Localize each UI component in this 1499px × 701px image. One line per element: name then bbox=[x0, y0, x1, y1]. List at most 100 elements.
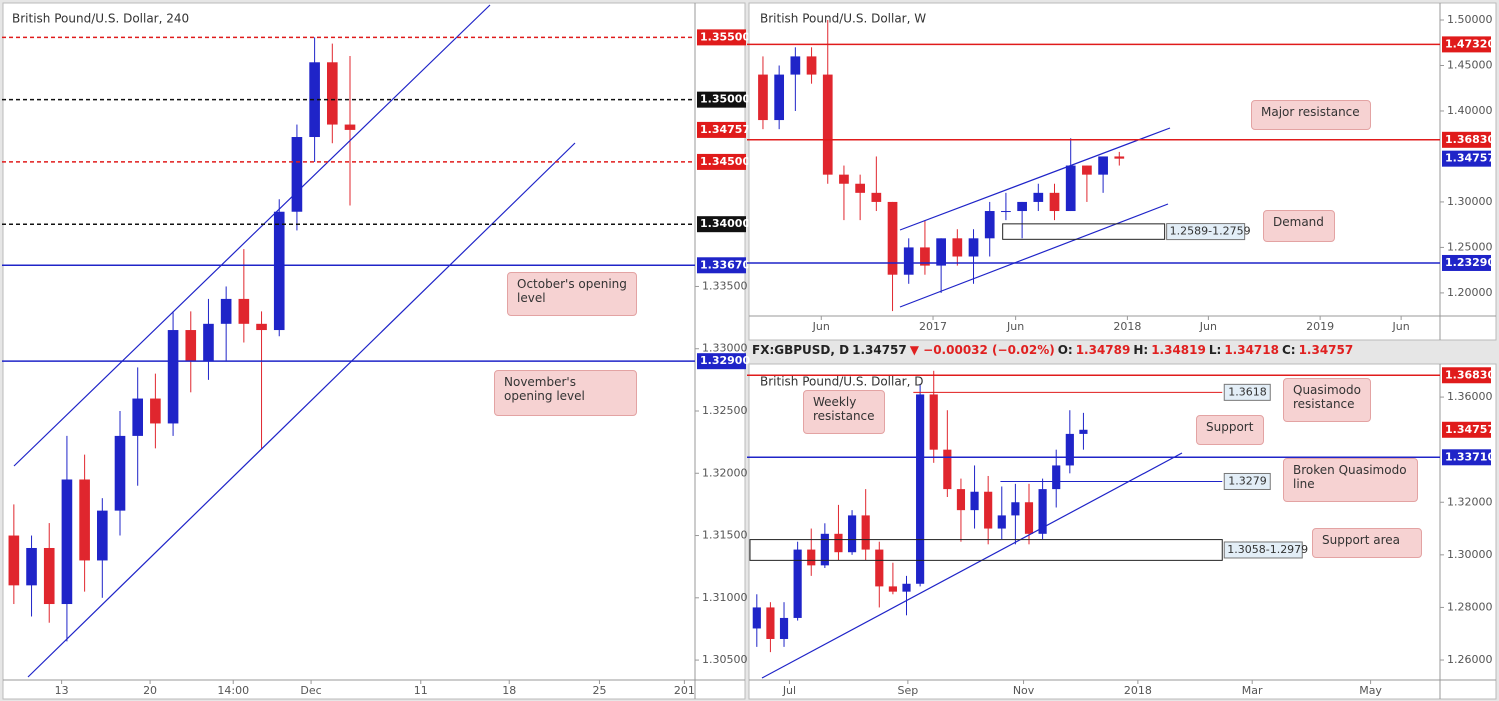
level-badge bbox=[1442, 421, 1491, 438]
y-tick-label: 1.30000 bbox=[1447, 195, 1493, 208]
level-badge bbox=[697, 91, 746, 108]
y-tick-label: 1.28000 bbox=[1447, 600, 1493, 613]
candle-body bbox=[132, 398, 143, 436]
annotation: Major resistance bbox=[1251, 100, 1371, 130]
level-badge bbox=[697, 29, 746, 46]
candle-body bbox=[822, 74, 833, 175]
candle-body bbox=[943, 449, 952, 490]
x-tick-label: 11 bbox=[414, 684, 428, 697]
panel bbox=[748, 2, 1497, 341]
level-label: 1.3618 bbox=[1228, 385, 1267, 398]
annotation: Support bbox=[1196, 415, 1264, 445]
level-label: 1.36830 bbox=[1445, 133, 1495, 146]
candle-body bbox=[875, 549, 884, 587]
y-tick-label: 1.50000 bbox=[1447, 13, 1493, 26]
candle-body bbox=[820, 533, 829, 566]
candle-body bbox=[1011, 502, 1020, 516]
candle-body bbox=[929, 394, 938, 450]
candle-body bbox=[238, 298, 250, 324]
level-badge bbox=[697, 121, 746, 138]
candle-body bbox=[997, 515, 1006, 529]
level-badge bbox=[1442, 367, 1491, 384]
level-label: 1.34757 bbox=[700, 123, 750, 136]
annotation: Quasimodo resistance bbox=[1283, 378, 1371, 422]
level-badge bbox=[697, 353, 746, 370]
candle-body bbox=[256, 323, 267, 331]
candle-body bbox=[984, 491, 993, 529]
candle-body bbox=[1038, 489, 1047, 534]
x-tick-label: Sep bbox=[898, 684, 919, 697]
level-label-box bbox=[1223, 383, 1271, 401]
candle-body bbox=[220, 298, 232, 324]
level-label: 1.36830 bbox=[1445, 368, 1495, 381]
x-tick-label: 25 bbox=[592, 684, 606, 697]
level-label: 1.32900 bbox=[700, 354, 750, 367]
status-item: C: bbox=[1281, 343, 1296, 357]
chart-title: British Pound/U.S. Dollar, W bbox=[760, 12, 926, 26]
x-tick-label: 2018 bbox=[1113, 320, 1141, 333]
status-item: 1.34819 bbox=[1151, 343, 1206, 357]
y-tick-label: 1.30000 bbox=[1447, 548, 1493, 561]
candle-body bbox=[834, 533, 843, 553]
annotation: Weekly resistance bbox=[803, 390, 885, 434]
level-label: 1.33710 bbox=[1445, 450, 1495, 463]
candle-body bbox=[790, 56, 801, 75]
candle-body bbox=[752, 607, 761, 629]
level-badge bbox=[1442, 150, 1491, 167]
annotation: Demand bbox=[1263, 210, 1335, 242]
candle-body bbox=[1001, 211, 1011, 213]
candle-body bbox=[936, 238, 946, 266]
status-item: ▼ −0.00032 (−0.02%) bbox=[909, 343, 1055, 357]
zone-label: 1.3058-1.2979 bbox=[1227, 543, 1308, 556]
level-badge bbox=[1442, 36, 1491, 53]
candle-body bbox=[774, 74, 785, 121]
candle-body bbox=[855, 183, 865, 193]
annotation: Support area bbox=[1312, 528, 1422, 558]
candle-body bbox=[779, 617, 789, 639]
candle-body bbox=[871, 192, 882, 202]
level-label: 1.34000 bbox=[700, 217, 750, 230]
x-tick-label: Jun bbox=[1392, 320, 1410, 333]
candle-body bbox=[185, 330, 197, 362]
level-label-box bbox=[1223, 472, 1271, 490]
status-item: FX:GBPUSD, D bbox=[752, 343, 850, 357]
x-tick-label: Mar bbox=[1242, 684, 1263, 697]
plot bbox=[758, 20, 1171, 312]
status-item: 1.34757 bbox=[852, 343, 907, 357]
x-tick-label: 2018 bbox=[1124, 684, 1152, 697]
zone bbox=[1002, 223, 1166, 240]
candle-body bbox=[766, 607, 775, 639]
candle-body bbox=[61, 479, 73, 605]
level-label: 1.34757 bbox=[1445, 423, 1495, 436]
candle-body bbox=[1065, 433, 1074, 466]
candle-body bbox=[839, 174, 849, 184]
candle-body bbox=[1065, 165, 1076, 212]
status-item: L: bbox=[1208, 343, 1222, 357]
x-tick-label: 14:00 bbox=[217, 684, 249, 697]
y-tick-label: 1.31500 bbox=[702, 529, 748, 542]
y-tick-label: 1.25000 bbox=[1447, 240, 1493, 253]
candle-body bbox=[806, 56, 817, 75]
status-item: 1.34718 bbox=[1224, 343, 1279, 357]
panel bbox=[2, 2, 746, 700]
candle-body bbox=[1098, 156, 1108, 175]
level-label: 1.35000 bbox=[700, 93, 750, 106]
candle-body bbox=[1033, 192, 1044, 202]
trend-line bbox=[899, 203, 1169, 308]
candle-body bbox=[1079, 429, 1088, 434]
level-badge bbox=[1442, 254, 1491, 271]
candle-body bbox=[916, 394, 925, 584]
level-badge bbox=[1442, 449, 1491, 466]
annotation: October's opening level bbox=[507, 272, 637, 316]
candle-body bbox=[1049, 192, 1060, 212]
plot bbox=[752, 370, 1183, 679]
candle-body bbox=[902, 583, 911, 592]
candle-body bbox=[952, 238, 963, 257]
chart-title: British Pound/U.S. Dollar, D bbox=[760, 375, 923, 389]
level-label: 1.23290 bbox=[1445, 256, 1495, 269]
zone-label-box bbox=[1223, 541, 1303, 559]
y-tick-label: 1.40000 bbox=[1447, 104, 1493, 117]
level-label: 1.47320 bbox=[1445, 37, 1495, 50]
x-tick-label: 2019 bbox=[1306, 320, 1334, 333]
status-item: H: bbox=[1133, 343, 1149, 357]
